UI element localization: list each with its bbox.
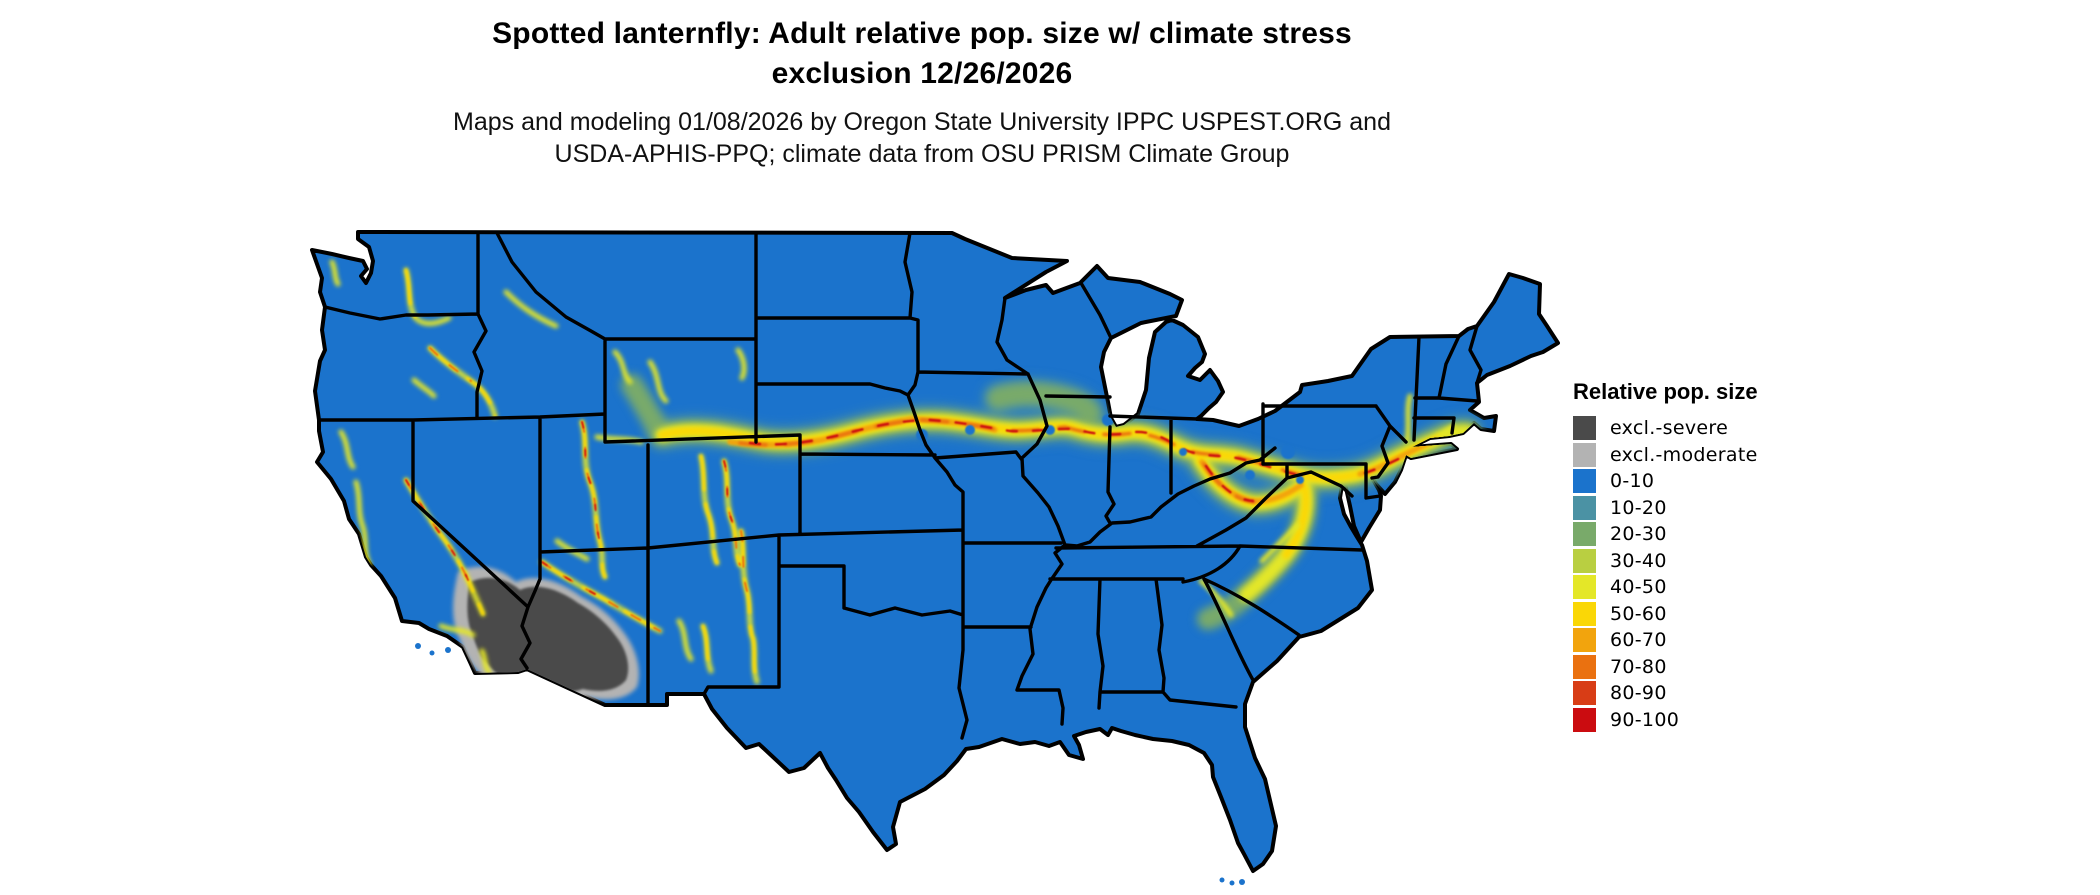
exclusion-severe-zone (467, 577, 629, 693)
florida-key (1239, 879, 1245, 885)
legend-swatch (1573, 522, 1596, 546)
legend-label: 20-30 (1610, 523, 1667, 545)
heat-band-90-100 (748, 418, 1412, 503)
legend-label: 50-60 (1610, 602, 1667, 625)
florida-key (1229, 880, 1235, 886)
islands (415, 643, 1245, 886)
legend-label: excl.-severe (1610, 417, 1729, 439)
legend-swatch (1573, 469, 1596, 493)
heat-ridges-90-100 (405, 421, 733, 600)
legend-swatch (1573, 495, 1596, 520)
legend-item: 10-20 (1573, 495, 1873, 520)
legend-swatch (1573, 548, 1596, 573)
map-title-line2: exclusion 12/26/2026 (771, 56, 1073, 90)
legend-item: 60-70 (1573, 628, 1873, 652)
legend-swatch (1573, 416, 1596, 440)
legend-swatch (1573, 628, 1596, 652)
map-title: Spotted lanternfly: Adult relative pop. … (0, 14, 1844, 94)
exclusion-moderate-speck (844, 814, 852, 822)
us-map (310, 230, 1560, 886)
legend-label: 0-10 (1610, 470, 1655, 492)
legend-label: 60-70 (1610, 629, 1667, 651)
legend-item: 80-90 (1573, 681, 1873, 705)
legend-label: 10-20 (1610, 496, 1667, 519)
legend-swatch (1573, 707, 1596, 732)
header: Spotted lanternfly: Adult relative pop. … (0, 14, 1844, 171)
map-subtitle-line2: USDA-APHIS-PPQ; climate data from OSU PR… (554, 140, 1290, 169)
legend-label: 80-90 (1610, 682, 1667, 704)
legend-item: 90-100 (1573, 707, 1873, 732)
map-stage (310, 230, 1560, 890)
channel-island (429, 650, 435, 656)
legend-swatch (1573, 575, 1596, 599)
legend-item: excl.-moderate (1573, 442, 1873, 467)
legend-label: 30-40 (1610, 549, 1667, 572)
legend-item: 0-10 (1573, 469, 1873, 493)
legend-item: 30-40 (1573, 548, 1873, 573)
legend-label: 90-100 (1610, 708, 1680, 731)
legend-swatch (1573, 654, 1596, 679)
state-borders (317, 231, 1483, 740)
map-subtitle: Maps and modeling 01/08/2026 by Oregon S… (0, 106, 1844, 171)
legend-item: 20-30 (1573, 522, 1873, 546)
legend: Relative pop. size excl.-severe excl.-mod… (1573, 379, 1873, 734)
channel-island (445, 647, 451, 653)
legend-title: Relative pop. size (1573, 379, 1758, 404)
legend-items: excl.-severe excl.-moderate 0-10 10-20 20-30… (1573, 416, 1873, 732)
legend-item: 50-60 (1573, 601, 1873, 626)
legend-swatch (1573, 601, 1596, 626)
legend-swatch (1573, 442, 1596, 467)
legend-label: 40-50 (1610, 576, 1667, 598)
florida-key (1219, 877, 1225, 883)
map-title-line1: Spotted lanternfly: Adult relative pop. … (492, 17, 1352, 50)
legend-item: 70-80 (1573, 654, 1873, 679)
legend-swatch (1573, 681, 1596, 705)
legend-label: 70-80 (1610, 655, 1667, 678)
legend-item: 40-50 (1573, 575, 1873, 599)
channel-island (415, 643, 421, 649)
map-subtitle-line1: Maps and modeling 01/08/2026 by Oregon S… (453, 107, 1391, 136)
legend-label: excl.-moderate (1610, 443, 1758, 466)
us-land (310, 230, 1560, 873)
legend-item: excl.-severe (1573, 416, 1873, 440)
